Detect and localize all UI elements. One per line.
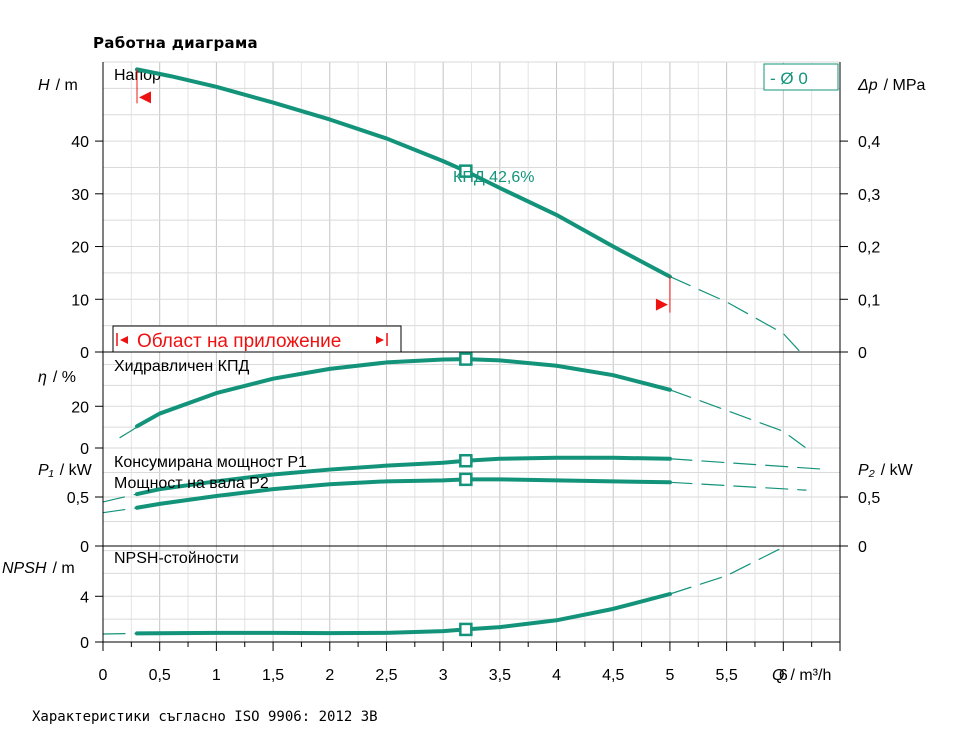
series-line-dashed: [102, 632, 138, 635]
range-box-left-arrow: [120, 336, 128, 344]
x-tick-label: 0: [99, 667, 108, 684]
legend-box: [763, 63, 839, 91]
y-tick-label: 40: [71, 134, 89, 151]
panel-title-efficiency: Хидравличен КПД: [114, 358, 249, 375]
y-axis-label: H / m: [38, 77, 78, 94]
operating-range-label: Област на приложение: [137, 331, 341, 352]
series-line: [135, 477, 672, 510]
y-tick-label: 0: [80, 345, 89, 362]
y-tick-label: 20: [71, 399, 89, 416]
range-end-marker: [655, 298, 668, 311]
y2-axis-label: Δp / MPa: [857, 77, 926, 94]
x-tick-label: 4,5: [602, 667, 624, 684]
y-axis-label: NPSH / m: [2, 560, 75, 577]
chart-title: Работна диаграма: [93, 34, 258, 52]
x-tick-label: 1,5: [262, 667, 284, 684]
y-axis-label: η / %: [38, 369, 76, 386]
efficiency-annotation: КПД 42,6%: [453, 169, 534, 186]
y-tick-label: 10: [71, 292, 89, 309]
y2-tick-label: 0: [858, 345, 867, 362]
series-label-p1: Консумирана мощност P1: [114, 454, 307, 471]
range-box-right-arrow: [376, 336, 384, 344]
panel-title-npsh: NPSH-стойности: [114, 550, 239, 567]
series-line: [135, 357, 672, 429]
y2-tick-label: 0,1: [858, 292, 880, 309]
bep-marker: [459, 622, 473, 637]
x-tick-label: 2,5: [375, 667, 397, 684]
y2-tick-label: 0: [858, 539, 867, 556]
y-tick-label: 20: [71, 240, 89, 257]
x-tick-label: 6: [779, 667, 788, 684]
footer-note: Характеристики съгласно ISO 9906: 2012 3…: [32, 709, 378, 725]
series-line-dashed: [669, 389, 807, 449]
bep-marker: [459, 352, 473, 366]
x-tick-label: 2: [325, 667, 334, 684]
series-line-dashed: [669, 276, 801, 353]
series-line: [135, 67, 672, 279]
y-tick-label: 0: [80, 539, 89, 556]
x-tick-label: 3,5: [489, 667, 511, 684]
series-line-dashed: [669, 481, 807, 491]
series-line-dashed: [119, 426, 138, 439]
legend-label: - Ø 0: [770, 69, 808, 88]
x-tick-label: 3: [439, 667, 448, 684]
range-start-marker: [139, 91, 152, 104]
bep-marker: [459, 472, 473, 487]
series-line-dashed: [102, 493, 138, 503]
x-tick-label: 5,5: [715, 667, 737, 684]
y2-axis-label: P₂ / kW: [858, 462, 914, 479]
x-tick-label: 5: [665, 667, 674, 684]
y-tick-label: 30: [71, 187, 89, 204]
bep-marker: [459, 164, 473, 178]
y2-tick-label: 0,5: [858, 490, 880, 507]
series-line-dashed: [669, 546, 784, 595]
y-tick-label: 0: [80, 635, 89, 652]
y-axis-label: P₁ / kW: [38, 462, 93, 479]
x-tick-label: 4: [552, 667, 561, 684]
x-axis-label: Q / m³/h: [772, 667, 831, 684]
y2-tick-label: 0,2: [858, 240, 880, 257]
operating-range-box: [112, 325, 402, 353]
y-tick-label: 4: [80, 589, 89, 606]
series-line-dashed: [102, 507, 138, 514]
series-line: [135, 592, 672, 636]
bep-marker: [459, 453, 473, 468]
series-label-p2: Мощност на вала P2: [114, 475, 269, 492]
series-line: [135, 455, 672, 497]
x-tick-label: 0,5: [149, 667, 171, 684]
y-tick-label: 0,5: [67, 490, 89, 507]
series-line-dashed: [669, 458, 830, 471]
y-tick-label: 0: [80, 441, 89, 458]
y2-tick-label: 0,4: [858, 134, 880, 151]
y2-tick-label: 0,3: [858, 187, 880, 204]
x-tick-label: 1: [212, 667, 221, 684]
